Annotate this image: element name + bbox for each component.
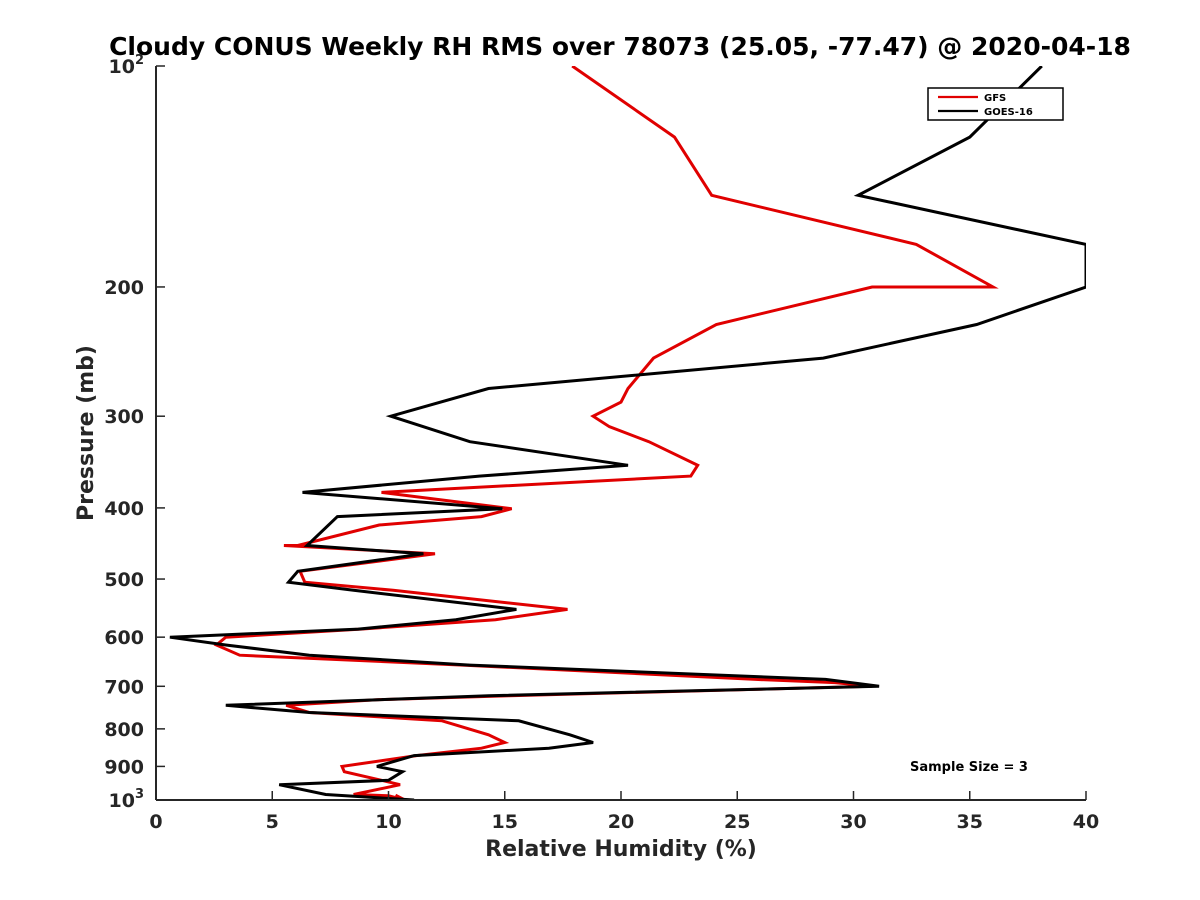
y-tick-label-exponent: 3 bbox=[135, 787, 144, 802]
y-tick-label-exponent: 2 bbox=[135, 53, 144, 68]
y-tick-label-base: 500 bbox=[104, 569, 144, 591]
x-tick-label: 15 bbox=[492, 811, 518, 833]
x-tick-label: 0 bbox=[149, 811, 162, 833]
chart-title: Cloudy CONUS Weekly RH RMS over 78073 (2… bbox=[109, 32, 1131, 61]
y-tick-label-base: 400 bbox=[104, 498, 144, 520]
legend: GFS GOES-16 bbox=[927, 87, 1064, 121]
x-tick-label: 30 bbox=[840, 811, 866, 833]
series-line-gfs bbox=[213, 66, 999, 800]
x-tick-label: 20 bbox=[608, 811, 634, 833]
y-tick-label-base: 300 bbox=[104, 406, 144, 428]
y-tick-label: 400 bbox=[104, 498, 144, 520]
legend-box bbox=[927, 87, 1064, 121]
legend-label-gfs: GFS bbox=[984, 93, 1006, 104]
x-tick-label: 35 bbox=[957, 811, 983, 833]
y-tick-label: 102 bbox=[109, 53, 145, 78]
y-tick-label: 300 bbox=[104, 406, 144, 428]
y-tick-label: 900 bbox=[104, 756, 144, 778]
y-axis-label: Pressure (mb) bbox=[74, 345, 99, 521]
x-axis-label: Relative Humidity (%) bbox=[485, 837, 757, 862]
y-tick-label: 700 bbox=[104, 676, 144, 698]
series-line-goes16 bbox=[169, 66, 1086, 800]
y-tick-label-base: 10 bbox=[109, 56, 135, 78]
y-tick-label-base: 600 bbox=[104, 627, 144, 649]
x-ticks: 0 5 10 15 20 25 30 35 40 bbox=[149, 791, 1099, 833]
series-layer bbox=[169, 66, 1086, 800]
y-tick-label: 500 bbox=[104, 569, 144, 591]
y-tick-label: 200 bbox=[104, 277, 144, 299]
plot-area bbox=[155, 66, 1086, 801]
y-tick-label-base: 10 bbox=[109, 790, 135, 812]
x-tick-label: 5 bbox=[266, 811, 279, 833]
x-tick-label: 40 bbox=[1073, 811, 1099, 833]
x-tick-label: 25 bbox=[724, 811, 750, 833]
y-tick-label: 103 bbox=[109, 787, 145, 812]
sample-size-annotation: Sample Size = 3 bbox=[910, 760, 1028, 775]
y-tick-label-base: 700 bbox=[104, 676, 144, 698]
y-tick-label: 600 bbox=[104, 627, 144, 649]
y-tick-label-base: 200 bbox=[104, 277, 144, 299]
legend-label-goes16: GOES-16 bbox=[984, 107, 1033, 118]
x-tick-label: 10 bbox=[375, 811, 401, 833]
y-tick-label: 800 bbox=[104, 719, 144, 741]
y-tick-label-base: 900 bbox=[104, 756, 144, 778]
y-tick-label-base: 800 bbox=[104, 719, 144, 741]
